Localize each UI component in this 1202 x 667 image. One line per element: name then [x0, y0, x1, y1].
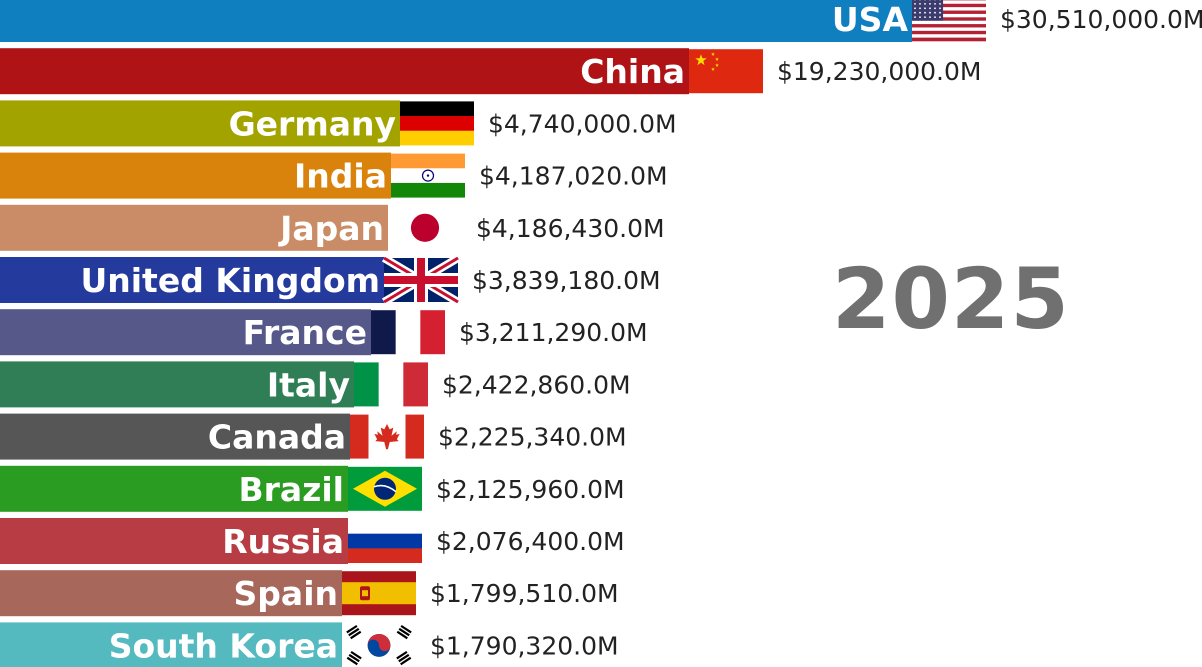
spain-flag: [342, 571, 416, 616]
bar: [0, 465, 348, 512]
bar-row: France $3,211,290.0M: [0, 309, 648, 356]
bar: [0, 204, 388, 251]
bar: [0, 622, 342, 667]
bar-row: Japan $4,186,430.0M: [0, 204, 665, 251]
value-label: $2,076,400.0M: [436, 527, 625, 556]
bar: [0, 570, 342, 617]
country-label: Italy: [267, 365, 350, 404]
usa-flag: [912, 0, 986, 42]
china-flag: [689, 49, 763, 94]
value-label: $4,186,430.0M: [476, 214, 665, 243]
value-label: $19,230,000.0M: [777, 57, 981, 86]
bar-row: USA $30,510,000.0M: [0, 0, 1202, 42]
bar: [0, 413, 350, 460]
country-label: United Kingdom: [80, 261, 380, 300]
country-label: Brazil: [238, 470, 344, 509]
bar-row: Brazil $2,125,960.0M: [0, 465, 625, 512]
year-label: 2025: [832, 250, 1070, 348]
france-flag: [371, 310, 445, 355]
india-flag: [391, 153, 465, 198]
canada-flag: [350, 414, 424, 459]
country-label: Spain: [234, 574, 338, 613]
italy-flag: [354, 362, 428, 407]
bar-row: India $4,187,020.0M: [0, 152, 668, 199]
south-korea-flag: [342, 623, 416, 667]
russia-flag: [348, 519, 422, 563]
uk-flag: [381, 254, 461, 306]
bar-row: Spain $1,799,510.0M: [0, 570, 619, 617]
country-label: India: [294, 157, 387, 196]
country-label: South Korea: [109, 626, 338, 665]
bar: [0, 309, 371, 356]
country-label: Japan: [278, 209, 384, 248]
bar: [0, 100, 400, 147]
bar: [0, 257, 384, 303]
value-label: $3,211,290.0M: [459, 318, 648, 347]
value-label: $4,740,000.0M: [488, 109, 677, 138]
germany-flag: [400, 101, 474, 146]
bar-row: Germany $4,740,000.0M: [0, 100, 677, 147]
bar-row: South Korea $1,790,320.0M: [0, 622, 619, 667]
value-label: $3,839,180.0M: [472, 266, 661, 295]
country-label: Russia: [222, 522, 344, 561]
bar-row: Canada $2,225,340.0M: [0, 413, 627, 460]
brazil-flag: [348, 466, 422, 511]
value-label: $1,790,320.0M: [430, 631, 619, 660]
bar-row: Russia $2,076,400.0M: [0, 518, 625, 564]
value-label: $30,510,000.0M: [1000, 5, 1202, 34]
japan-flag: [388, 205, 462, 250]
bar: [0, 0, 912, 42]
value-label: $4,187,020.0M: [479, 162, 668, 191]
country-label: China: [580, 52, 685, 91]
country-label: Canada: [208, 418, 346, 457]
value-label: $2,422,860.0M: [442, 370, 631, 399]
bar-row: Italy $2,422,860.0M: [0, 361, 631, 408]
country-label: Germany: [229, 104, 396, 143]
bar-row: China $19,230,000.0M: [0, 48, 981, 95]
bar: [0, 361, 354, 408]
value-label: $2,125,960.0M: [436, 475, 625, 504]
bar-row: United Kingdom $3,839,180.0M: [0, 254, 661, 306]
bar: [0, 152, 391, 199]
value-label: $1,799,510.0M: [430, 579, 619, 608]
bar: [0, 518, 348, 564]
country-label: USA: [832, 0, 909, 39]
bar: [0, 48, 689, 95]
value-label: $2,225,340.0M: [438, 423, 627, 452]
country-label: France: [243, 313, 367, 352]
